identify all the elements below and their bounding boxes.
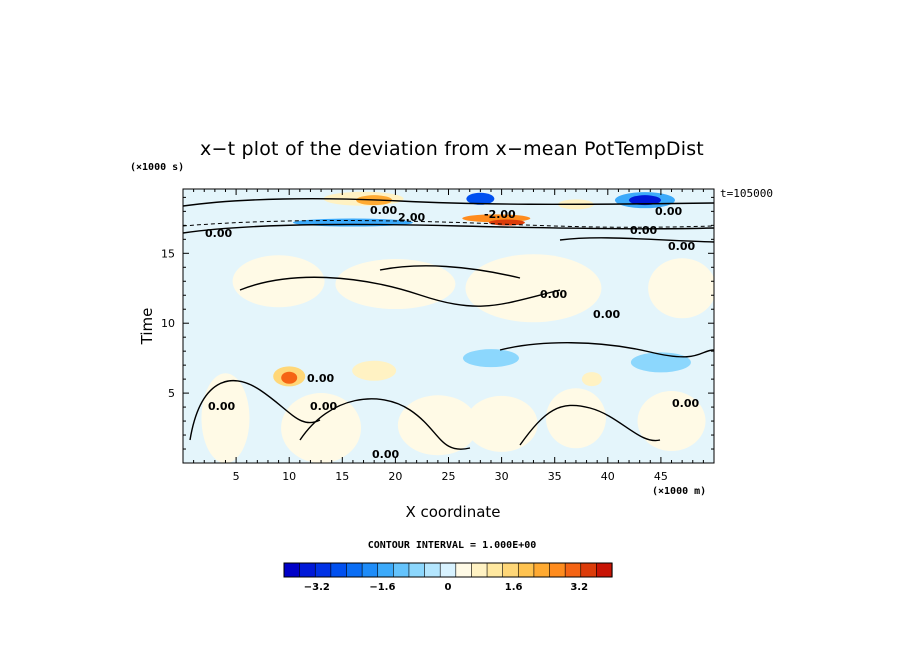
contour-line	[183, 223, 714, 234]
contour-label: 0.00	[540, 288, 567, 301]
colorbar-swatch	[471, 562, 488, 578]
contour-fill-region	[397, 395, 478, 456]
y-tick-label: 10	[161, 317, 175, 330]
colorbar-swatch	[393, 562, 410, 578]
contour-fill-region	[232, 255, 325, 308]
contour-label: 0.00	[372, 448, 399, 461]
colorbar-swatch	[564, 562, 582, 578]
contour-label: 0.00	[208, 400, 235, 413]
colorbar-swatch	[330, 562, 348, 578]
x-tick-label: 5	[233, 470, 240, 483]
x-tick-label: 10	[282, 470, 296, 483]
contour-fill-region	[630, 352, 691, 373]
contour-line	[379, 265, 521, 279]
colorbar-swatch	[439, 562, 457, 578]
contour-fill-region	[352, 360, 397, 381]
x-tick-label: 20	[388, 470, 402, 483]
colorbar-swatch	[486, 562, 504, 578]
contour-label: -2.00	[484, 208, 516, 221]
contour-fill-region	[201, 373, 250, 463]
chart-title: x−t plot of the deviation from x−mean Po…	[200, 138, 704, 160]
colorbar-swatch	[299, 562, 316, 578]
contour-line-negative	[183, 220, 714, 228]
contour-label: 0.00	[655, 205, 682, 218]
contour-line	[559, 237, 714, 243]
contour-line	[189, 380, 321, 441]
contour-fill-region	[281, 393, 362, 463]
x-tick-label: 25	[442, 470, 456, 483]
colorbar: −3.2 −1.6 0 1.6 3.2	[283, 562, 613, 593]
y-tick-label: 5	[168, 387, 175, 400]
colorbar-swatch	[455, 562, 473, 578]
contour-label: 0.00	[593, 308, 620, 321]
x-tick-label: 45	[654, 470, 668, 483]
contour-fill-region	[281, 371, 298, 384]
contour-label: 0.00	[370, 204, 397, 217]
colorbar-frame	[283, 562, 613, 578]
colorbar-tick-label: −3.2	[304, 582, 330, 593]
axes: 5 10 15 20 25 30 35 40 45 5 10 15	[161, 189, 714, 483]
contour-label: 0.00	[672, 397, 699, 410]
colorbar-swatch	[533, 562, 551, 578]
contour-fill-layer	[201, 191, 714, 463]
contour-label: 2.00	[398, 211, 425, 224]
colorbar-tick-label: −1.6	[369, 582, 395, 593]
colorbar-tick-label: 0	[445, 582, 452, 593]
contour-fill-region	[466, 192, 495, 205]
contour-line-layer	[183, 198, 714, 450]
contour-label: 0.00	[630, 224, 657, 237]
contour-fill-region	[648, 258, 714, 319]
colorbar-swatch	[377, 562, 394, 578]
contour-fill-region	[465, 395, 538, 452]
contour-fill-region	[462, 349, 519, 368]
colorbar-swatch	[596, 562, 613, 578]
contour-fill-region	[545, 388, 606, 449]
colorbar-swatch	[517, 562, 535, 578]
y-unit-note: (×1000 s)	[130, 162, 185, 173]
colorbar-swatch	[424, 562, 441, 578]
y-tick-label: 15	[161, 247, 175, 260]
contour-line	[499, 342, 714, 358]
contour-fill-region	[465, 254, 602, 323]
x-tick-label: 30	[495, 470, 509, 483]
colorbar-swatch	[361, 562, 379, 578]
y-axis-label: Time	[138, 308, 156, 346]
colorbar-swatch	[283, 562, 301, 578]
contour-line	[299, 398, 471, 450]
contour-label: 0.00	[668, 240, 695, 253]
colorbar-swatch	[502, 562, 519, 578]
colorbar-swatch	[549, 562, 566, 578]
contour-label: 0.00	[310, 400, 337, 413]
x-unit-note: (×1000 m)	[652, 486, 707, 497]
contour-label: 0.00	[205, 227, 232, 240]
colorbar-swatch	[580, 562, 597, 578]
x-tick-label: 40	[601, 470, 615, 483]
contour-fill-region	[581, 372, 602, 387]
colorbar-swatch	[346, 562, 363, 578]
contour-fill-region	[637, 391, 706, 452]
colorbar-swatch	[408, 562, 426, 578]
contour-interval: CONTOUR INTERVAL = 1.000E+00	[367, 540, 537, 551]
time-stamp: t=105000	[720, 187, 773, 200]
x-tick-label: 35	[548, 470, 562, 483]
contour-line	[519, 404, 661, 446]
contour-labels: 0.000.002.00 -2.00 0.000.000.000.000.000.0…	[205, 204, 699, 461]
colorbar-tick-label: 1.6	[505, 582, 523, 593]
contour-line	[239, 276, 561, 307]
contour-line	[183, 198, 714, 207]
x-axis-label: X coordinate	[405, 503, 500, 521]
colorbar-tick-label: 3.2	[570, 582, 588, 593]
colorbar-swatch	[314, 562, 332, 578]
contour-fill-region	[628, 195, 661, 206]
contour-label: 0.00	[307, 372, 334, 385]
x-tick-label: 15	[335, 470, 349, 483]
